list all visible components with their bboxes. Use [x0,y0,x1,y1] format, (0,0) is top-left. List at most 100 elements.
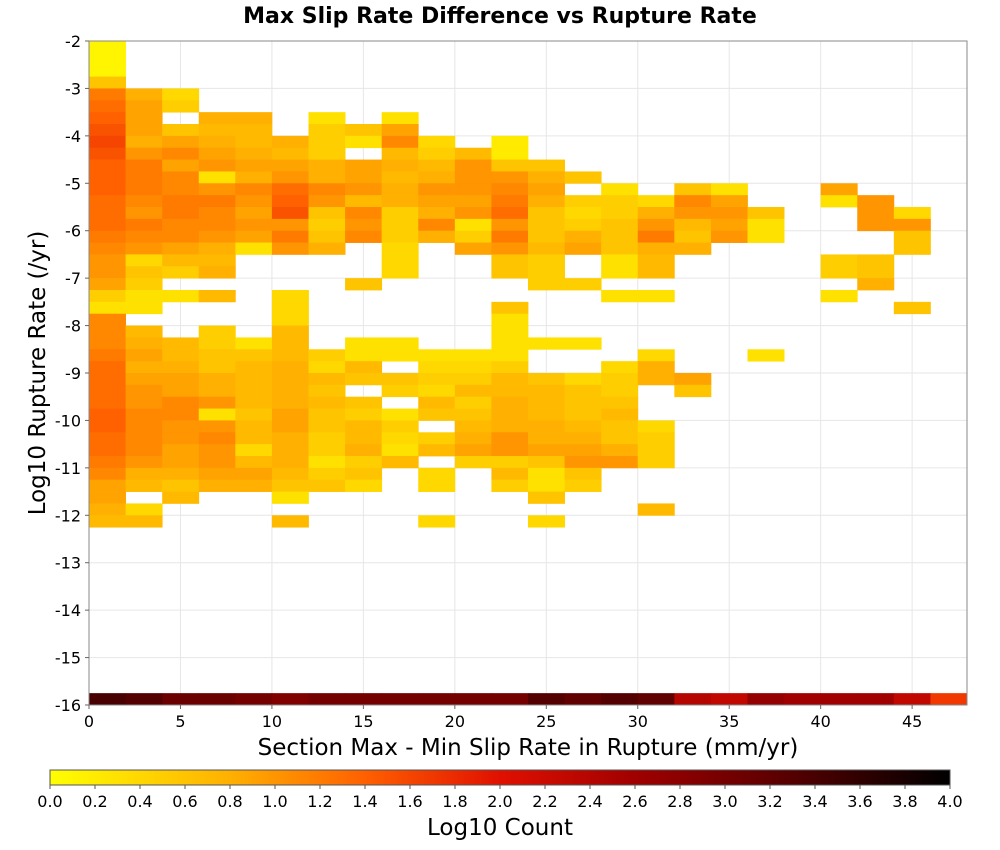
heatmap-cell [235,112,273,125]
heatmap-cell [418,467,456,481]
heatmap-cell [89,88,126,101]
heatmap-cell [454,230,492,243]
heatmap-cell [198,693,236,706]
heatmap-cell [89,491,126,504]
heatmap-cell [125,384,163,398]
heatmap-cell [89,171,126,184]
heatmap-cell [345,349,383,362]
heatmap-cell [308,396,346,409]
heatmap-cell [308,195,346,208]
y-tick-label: -7 [65,269,81,288]
heatmap-cell [125,337,163,350]
heatmap-cell [162,159,200,172]
heatmap-cell [381,266,419,279]
heatmap-cell [271,384,309,398]
heatmap-cell [674,195,712,208]
heatmap-cell [564,384,602,398]
heatmap-cell [345,195,383,208]
heatmap-cell [235,207,273,220]
heatmap-cell [637,254,675,267]
heatmap-cell [528,396,565,409]
heatmap-cell [454,361,492,374]
heatmap-cell [125,124,163,137]
x-tick-label: 0 [84,712,94,731]
heatmap-cell [271,349,309,362]
heatmap-cell [601,207,639,220]
heatmap-cell [528,479,565,492]
heatmap-cell [710,230,748,243]
colorbar-label: Log10 Count [427,815,573,841]
heatmap-cell [271,218,309,232]
heatmap-cell [637,420,675,433]
heatmap-cell [564,337,602,350]
heatmap-cell [857,207,895,220]
heatmap-cell [162,408,200,421]
heatmap-cell [89,76,126,89]
heatmap-cell [308,183,346,196]
heatmap-cell [235,218,273,232]
heatmap-cell [491,479,529,492]
heatmap-cell [308,693,346,706]
heatmap-cell [491,325,529,338]
heatmap-cell [418,373,456,386]
heatmap-cell [637,456,675,469]
heatmap-cell [162,467,200,481]
heatmap-cell [89,515,126,528]
colorbar-tick-label: 1.4 [352,792,377,811]
heatmap-cell [271,361,309,374]
heatmap-cell [601,242,639,255]
heatmap-cell [820,195,858,208]
heatmap-cell [601,396,639,409]
heatmap-cell [454,384,492,398]
heatmap-cell [235,479,273,492]
heatmap-cell [89,301,126,315]
heatmap-cell [418,218,456,232]
colorbar-tick-label: 1.6 [397,792,422,811]
heatmap-cell [162,349,200,362]
heatmap-cell [820,183,858,196]
heatmap-cell [418,479,456,492]
heatmap-cell [528,266,565,279]
colorbar-tick-label: 1.2 [307,792,332,811]
heatmap-cell [308,373,346,386]
x-tick-label: 20 [445,712,465,731]
heatmap-cell [528,183,565,196]
heatmap-cell [528,408,565,421]
heatmap-cell [564,242,602,255]
heatmap-cell [198,467,236,481]
heatmap-cell [89,408,126,421]
heatmap-cell [637,349,675,362]
heatmap-cell [601,195,639,208]
heatmap-cell [89,52,126,66]
heatmap-cell [345,479,383,492]
heatmap-cell [125,479,163,492]
heatmap-cell [235,242,273,255]
x-tick-label: 25 [536,712,556,731]
heatmap-cell [308,159,346,172]
heatmap-cell [198,254,236,267]
heatmap-cell [418,195,456,208]
y-axis-ticks: -2 -3 -4 -5 -6 -7 -8 -9 -10 -11 -12 -13 -14 -15 -16 [55,32,89,715]
heatmap-cell [308,432,346,445]
heatmap-cell [528,432,565,445]
heatmap-cell [601,290,639,303]
heatmap-cell [198,396,236,409]
heatmap-cell [454,195,492,208]
heatmap-cell [271,432,309,445]
heatmap-cell [381,230,419,243]
heatmap-cell [747,693,785,706]
heatmap-cell [381,159,419,172]
heatmap-cell [89,278,126,291]
heatmap-cell [308,242,346,255]
heatmap-cell [345,361,383,374]
heatmap-cell [308,207,346,220]
heatmap-cell [125,432,163,445]
heatmap-cell [747,218,785,232]
heatmap-cell [271,242,309,255]
heatmap-cell [345,420,383,433]
heatmap-cell [381,147,419,160]
heatmap-cell [491,147,529,160]
heatmap-cell [637,218,675,232]
heatmap-cell [308,218,346,232]
